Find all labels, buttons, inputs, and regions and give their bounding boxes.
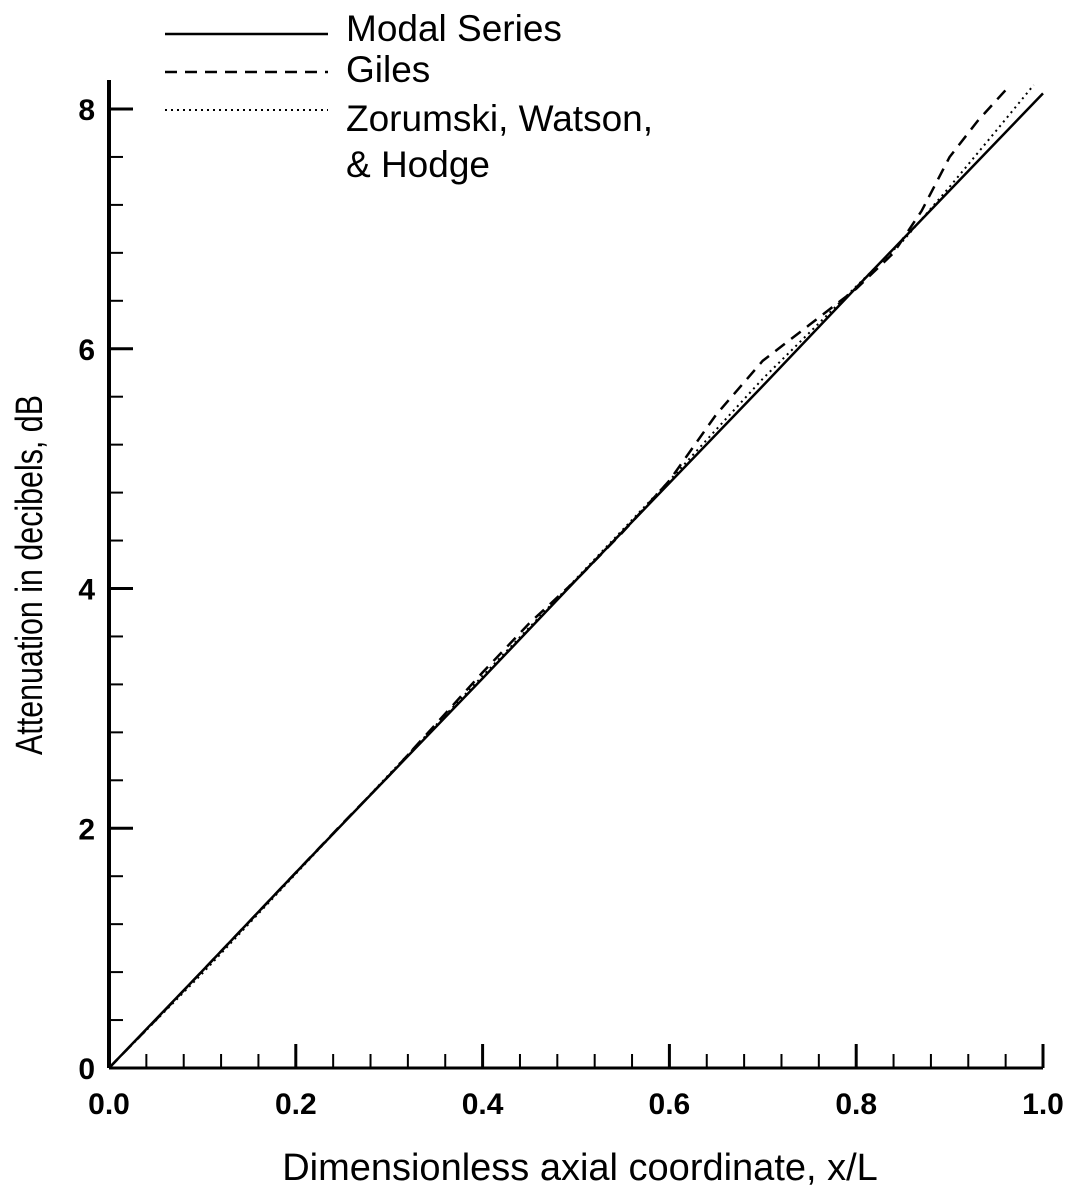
y-tick-label: 0 [78,1053,95,1086]
x-tick-label: 0.6 [649,1088,691,1121]
y-tick-label: 6 [78,334,95,367]
series-line-3 [108,84,1035,1069]
y-tick-label: 2 [78,813,95,846]
axes: 0 2 4 6 8 0.0 0.2 0.4 0.6 0.8 1.0 [78,80,1064,1121]
legend-label-1: Modal Series [346,8,562,49]
series-line-2 [108,84,1012,1069]
legend-label-3: Zorumski, Watson, [346,98,653,139]
x-tick-label: 0.4 [462,1088,504,1121]
y-axis-title: Attenuation in decibels, dB [9,395,51,755]
legend-label-4: & Hodge [346,144,490,185]
x-tick-label: 0.2 [275,1088,317,1121]
y-tick-label: 8 [78,94,95,127]
x-tick-label: 1.0 [1022,1088,1064,1121]
x-tick-label: 0.8 [835,1088,877,1121]
x-axis-title: Dimensionless axial coordinate, x/L [282,1147,878,1189]
legend-label-2: Giles [346,49,430,90]
series-layer [108,84,1044,1069]
y-tick-label: 4 [78,574,95,607]
x-tick-label: 0.0 [88,1088,130,1121]
